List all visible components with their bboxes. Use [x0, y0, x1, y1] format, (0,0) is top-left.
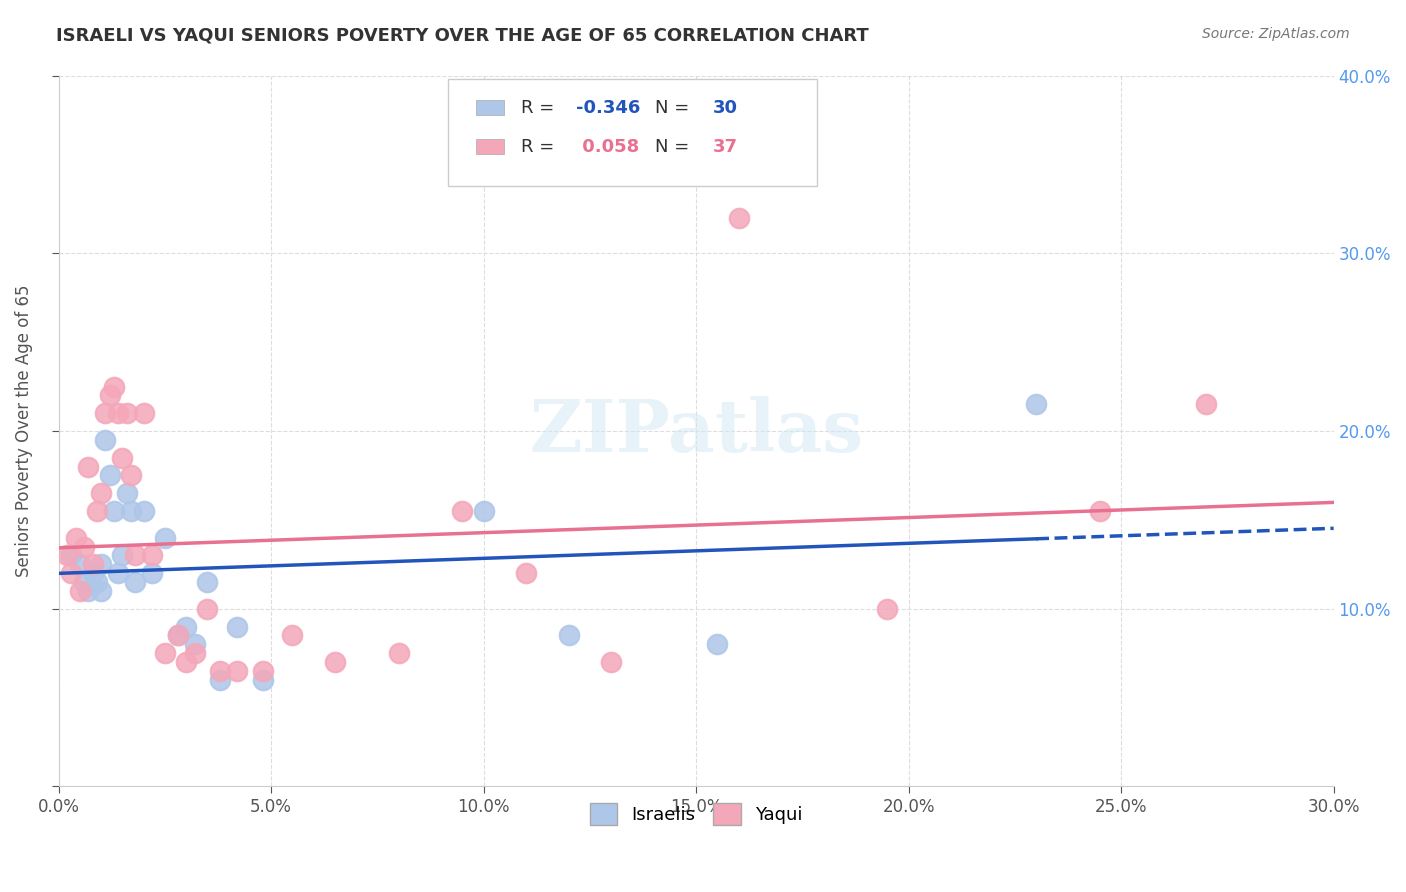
Point [98, 388, 121, 402]
Text: N =: N = [655, 98, 696, 117]
Point [166, 628, 188, 642]
Text: ISRAELI VS YAQUI SENIORS POVERTY OVER THE AGE OF 65 CORRELATION CHART: ISRAELI VS YAQUI SENIORS POVERTY OVER TH… [56, 27, 869, 45]
Point [132, 406, 155, 420]
Point [706, 637, 728, 651]
Point [153, 646, 176, 660]
Point [174, 619, 197, 633]
Point [124, 549, 146, 563]
Point [141, 566, 163, 581]
Point [876, 601, 898, 615]
Point [388, 646, 411, 660]
Point [94, 406, 117, 420]
Point [1025, 397, 1047, 411]
Y-axis label: Seniors Poverty Over the Age of 65: Seniors Poverty Over the Age of 65 [15, 285, 32, 577]
Point [197, 575, 219, 590]
Text: -0.346: -0.346 [576, 98, 641, 117]
Text: Source: ZipAtlas.com: Source: ZipAtlas.com [1202, 27, 1350, 41]
Text: N =: N = [655, 137, 696, 155]
Text: R =: R = [522, 98, 561, 117]
Point [132, 504, 155, 518]
Point [120, 504, 142, 518]
Point [166, 628, 188, 642]
Point [197, 601, 219, 615]
Text: 37: 37 [713, 137, 738, 155]
Point [183, 646, 205, 660]
Point [86, 575, 108, 590]
FancyBboxPatch shape [475, 139, 503, 154]
Point [209, 664, 232, 678]
Point [115, 406, 138, 420]
Point [90, 486, 112, 500]
Legend: Israelis, Yaqui: Israelis, Yaqui [581, 794, 811, 834]
Point [56, 549, 79, 563]
Point [65, 531, 87, 545]
FancyBboxPatch shape [475, 100, 503, 115]
Point [103, 504, 125, 518]
Point [153, 531, 176, 545]
Text: R =: R = [522, 137, 561, 155]
Point [115, 486, 138, 500]
Point [557, 628, 579, 642]
Point [69, 584, 91, 599]
Point [281, 628, 304, 642]
Point [82, 566, 104, 581]
Point [73, 575, 96, 590]
Point [107, 406, 129, 420]
Point [252, 664, 274, 678]
Point [209, 673, 232, 687]
Point [141, 549, 163, 563]
Point [226, 619, 249, 633]
Text: 0.058: 0.058 [576, 137, 640, 155]
Point [472, 504, 495, 518]
Point [1088, 504, 1111, 518]
Point [111, 549, 134, 563]
Point [77, 459, 100, 474]
Point [183, 637, 205, 651]
Point [69, 558, 91, 572]
Point [73, 540, 96, 554]
Point [174, 655, 197, 669]
Point [1195, 397, 1218, 411]
Point [90, 584, 112, 599]
Point [60, 566, 83, 581]
Point [86, 504, 108, 518]
Text: ZIPatlas: ZIPatlas [529, 395, 863, 467]
Point [94, 433, 117, 447]
Point [323, 655, 346, 669]
Point [226, 664, 249, 678]
Point [727, 211, 749, 225]
Point [451, 504, 474, 518]
Point [515, 566, 537, 581]
Point [600, 655, 623, 669]
Text: 30: 30 [713, 98, 738, 117]
Point [252, 673, 274, 687]
Point [120, 468, 142, 483]
Point [107, 566, 129, 581]
FancyBboxPatch shape [447, 79, 817, 186]
Point [124, 575, 146, 590]
Point [98, 468, 121, 483]
Point [111, 450, 134, 465]
Point [77, 584, 100, 599]
Point [103, 379, 125, 393]
Point [60, 549, 83, 563]
Point [82, 558, 104, 572]
Point [90, 558, 112, 572]
